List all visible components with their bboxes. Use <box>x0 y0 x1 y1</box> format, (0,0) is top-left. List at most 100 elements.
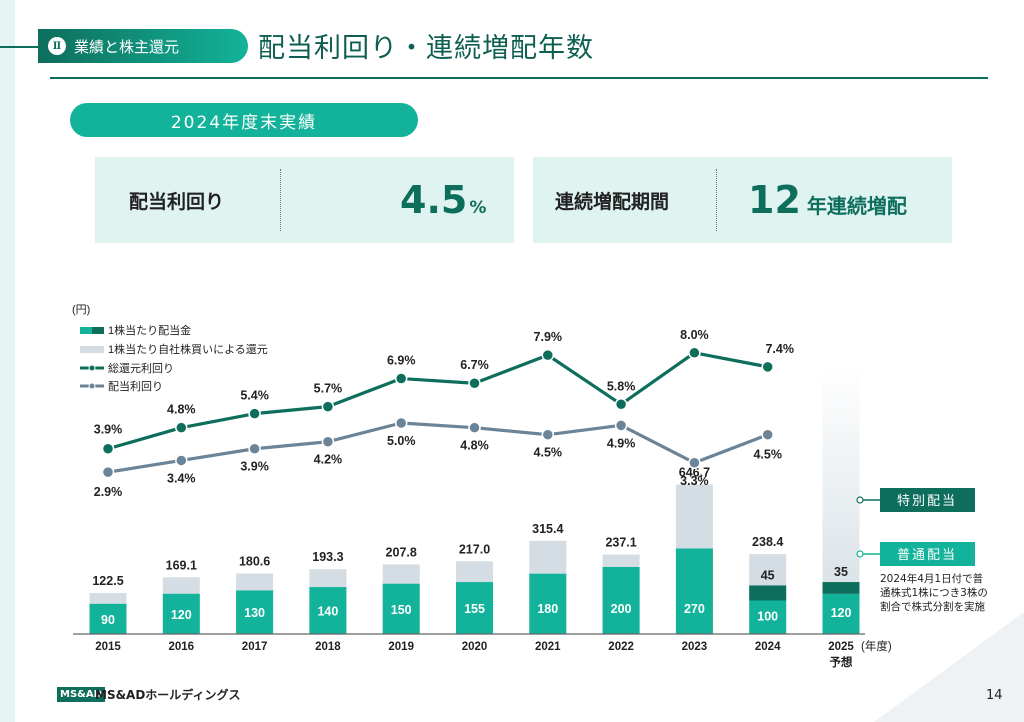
total-yield-point-2015 <box>101 442 115 455</box>
bar-total-label-2017: 180.6 <box>239 554 270 568</box>
kpi-value: 12 年連続増配 <box>748 157 907 243</box>
bar-regular-label-2025: 120 <box>831 606 852 620</box>
bar-total-label-2015: 122.5 <box>92 574 123 588</box>
left-decor-strip <box>0 0 15 722</box>
bar-regular-label-2016: 120 <box>171 608 192 622</box>
bar-regular-label-2019: 150 <box>391 603 412 617</box>
bar-regular-dividend-2025 <box>822 593 860 634</box>
x-tick-2023: 2023 <box>682 641 708 653</box>
kpi-number: 4.5 <box>400 178 468 222</box>
kpi-label: 配当利回り <box>129 190 225 213</box>
total-yield-point-2019 <box>394 372 408 385</box>
total-yield-label-2023: 8.0% <box>680 328 709 342</box>
x-axis-unit-label: (年度) <box>861 639 892 653</box>
section-connector <box>0 46 40 48</box>
bar-special-label-2025: 35 <box>834 565 848 579</box>
callout-dot-regular <box>856 550 864 558</box>
kpi-divider <box>716 169 717 231</box>
bar-regular-label-2015: 90 <box>101 613 115 627</box>
legend-swatch-dividend-regular <box>80 327 92 334</box>
special-dividend-label: 特別配当 <box>897 493 957 508</box>
total-yield-point-2021 <box>541 348 555 362</box>
total-yield-point-2017 <box>248 407 261 420</box>
bar-regular-dividend-2017 <box>236 590 274 634</box>
x-tick-2015: 2015 <box>95 641 121 653</box>
kpi-value: 4.5 % <box>400 157 486 243</box>
kpi-unit: % <box>469 198 487 218</box>
dividend-yield-label-2020: 4.8% <box>460 439 489 453</box>
bar-special-dividend-2025 <box>822 582 860 594</box>
bar-total-label-2016: 169.1 <box>166 558 197 572</box>
dividend-yield-label-2017: 3.9% <box>240 460 269 474</box>
bar-regular-dividend-2015 <box>89 603 127 634</box>
total-yield-point-2023 <box>688 346 701 360</box>
bar-total-label-2018: 193.3 <box>312 550 343 564</box>
page-number: 14 <box>986 688 1003 703</box>
dividend-yield-point-2020 <box>468 421 481 434</box>
x-tick-2017: 2017 <box>242 641 268 653</box>
legend-label-dividend: 1株当たり配当金 <box>108 323 191 337</box>
total-yield-label-2018: 5.7% <box>314 382 343 396</box>
section-label: 業績と株主還元 <box>74 37 180 56</box>
period-badge: 2024年度末実績 <box>70 103 418 137</box>
legend-marker-total-yield <box>88 364 96 372</box>
kpi-consecutive-increase: 連続増配期間 12 年連続増配 <box>533 157 952 243</box>
bar-regular-label-2022: 200 <box>611 602 632 616</box>
bar-total-label-2019: 207.8 <box>386 545 417 559</box>
total-yield-label-2024: 7.4% <box>765 342 794 356</box>
total-yield-line <box>107 351 769 451</box>
title-divider <box>50 77 988 79</box>
dividend-yield-label-2015: 2.9% <box>94 485 123 499</box>
x-tick-2024: 2024 <box>755 641 781 653</box>
callouts: 特別配当 普通配当 <box>856 488 975 566</box>
dividend-yield-point-2021 <box>541 428 555 441</box>
total-yield-point-2020 <box>468 376 481 390</box>
kpi-dividend-yield: 配当利回り 4.5 % <box>95 157 514 243</box>
x-tick-2025: 2025 <box>828 641 854 653</box>
bars-layer: 122.5 90 169.1 120 180.6 130 193.3 140 207.8 150 2… <box>89 365 860 634</box>
total-yield-label-2022: 5.8% <box>607 379 636 393</box>
bar-regular-dividend-2022 <box>602 567 640 634</box>
x-tick-labels: 2015 2016 2017 2018 2019 2020 2021 2022 2023 2024… <box>95 639 892 669</box>
callout-dot-special <box>856 496 864 504</box>
dividend-yield-point-2017 <box>248 442 261 455</box>
x-tick-2022: 2022 <box>608 641 634 653</box>
regular-dividend-label: 普通配当 <box>897 547 957 562</box>
dividend-yield-label-2019: 5.0% <box>387 434 416 448</box>
dividend-yield-point-2019 <box>394 416 408 430</box>
total-yield-point-2016 <box>175 421 188 434</box>
kpi-label: 連続増配期間 <box>555 190 670 213</box>
bar-total-label-2021: 315.4 <box>532 522 563 536</box>
bar-regular-dividend-2019 <box>382 583 420 634</box>
kpi-number: 12 <box>748 178 801 222</box>
total-yield-point-2024 <box>761 360 774 374</box>
x-tick-2018: 2018 <box>315 641 341 653</box>
legend-swatch-buyback <box>80 346 104 353</box>
regular-dividend-tag <box>880 542 975 566</box>
bar-regular-label-2020: 155 <box>464 602 485 616</box>
legend-label-dividend-yield: 配当利回り <box>108 379 163 393</box>
legend-label-buyback: 1株当たり自社株買いによる還元 <box>108 342 268 356</box>
bar-total-label-2024: 238.4 <box>752 535 783 549</box>
lines-layer: 3.9% 4.8% 5.4% 5.7% 6.9% 6.7% 7.9% 5.8% 8.0% 7.4%… <box>94 328 794 499</box>
bar-regular-dividend-2020 <box>456 582 493 634</box>
bar-regular-dividend-2021 <box>529 573 567 634</box>
bar-regular-dividend-2024 <box>749 600 787 634</box>
bar-regular-label-2021: 180 <box>537 602 558 616</box>
legend-swatch-dividend-special <box>92 327 104 334</box>
bar-special-dividend-2024 <box>749 585 787 601</box>
dividend-yield-label-2018: 4.2% <box>314 453 343 467</box>
bar-regular-dividend-2018 <box>309 587 347 634</box>
total-yield-label-2017: 5.4% <box>240 389 269 403</box>
total-yield-label-2019: 6.9% <box>387 354 416 368</box>
bar-regular-label-2023: 270 <box>684 602 705 616</box>
legend-marker-dividend-yield <box>88 382 96 390</box>
bar-total-label-2022: 237.1 <box>605 536 636 550</box>
x-tick-2021: 2021 <box>535 641 561 653</box>
bar-total-label-2023: 646.7 <box>679 465 710 479</box>
dividend-yield-label-2023: 3.3% <box>680 474 709 488</box>
page-title: 配当利回り・連続増配年数 <box>258 33 594 64</box>
dividend-yield-point-2023 <box>688 456 701 470</box>
stock-split-note: 2024年4月1日付で普通株式1株につき3株の割合で株式分割を実施 <box>880 573 988 613</box>
